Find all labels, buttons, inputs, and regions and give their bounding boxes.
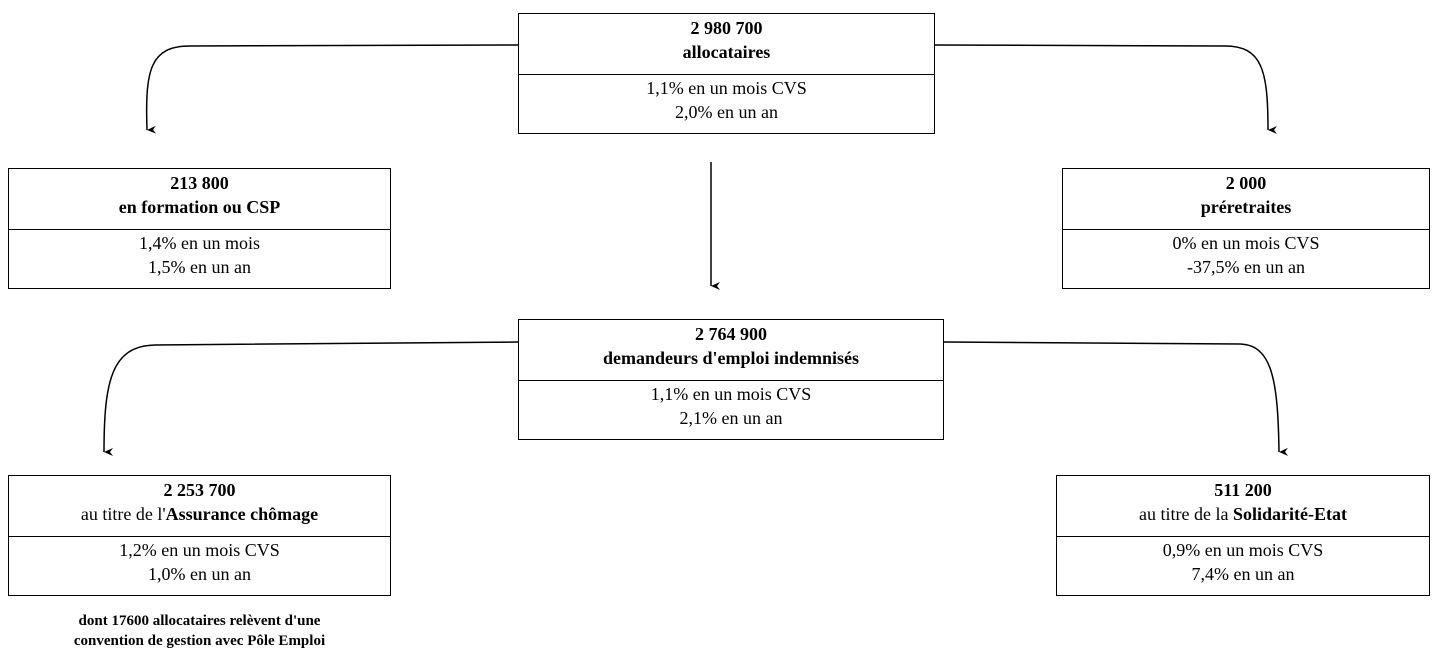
- assurance-label: au titre de l'Assurance chômage: [9, 502, 390, 526]
- allocataires-monthly-change: 1,1% en un mois CVS: [646, 78, 807, 98]
- box-assurance-header: 2 253 700 au titre de l'Assurance chômag…: [9, 476, 390, 537]
- indemnises-monthly-change: 1,1% en un mois CVS: [650, 384, 812, 404]
- allocataires-label: allocataires: [682, 42, 771, 62]
- indemnises-yearly-change: 2,1% en un an: [679, 408, 783, 428]
- arrow-top-to-preretraites: [934, 44, 1278, 134]
- preretraites-label: préretraites: [1200, 197, 1292, 217]
- box-solidarite-etat: 511 200 au titre de la Solidarité-Etat 0…: [1056, 475, 1430, 596]
- solidarite-label-prefix: au titre de la: [1139, 504, 1233, 524]
- formation-count: 213 800: [170, 173, 229, 193]
- arrow-indemnises-to-assurance: [103, 341, 519, 457]
- box-preretraites-stats: 0% en un mois CVS -37,5% en un an: [1063, 230, 1429, 279]
- preretraites-count: 2 000: [1225, 173, 1267, 193]
- assurance-footnote-line2: convention de gestion avec Pôle Emploi: [73, 633, 326, 649]
- box-formation-stats: 1,4% en un mois 1,5% en un an: [9, 230, 390, 279]
- box-solidarite-header: 511 200 au titre de la Solidarité-Etat: [1057, 476, 1429, 537]
- assurance-label-bold: Assurance chômage: [165, 504, 319, 524]
- assurance-count: 2 253 700: [163, 480, 236, 500]
- box-formation-header: 213 800 en formation ou CSP: [9, 169, 390, 230]
- box-assurance-stats: 1,2% en un mois CVS 1,0% en un an: [9, 537, 390, 586]
- solidarite-label-bold: Solidarité-Etat: [1232, 504, 1347, 524]
- box-allocataires-stats: 1,1% en un mois CVS 2,0% en un an: [519, 75, 934, 124]
- assurance-label-prefix: au titre de l': [80, 504, 166, 524]
- formation-yearly-change: 1,5% en un an: [148, 257, 251, 277]
- preretraites-monthly-change: 0% en un mois CVS: [1172, 233, 1320, 253]
- box-allocataires: 2 980 700 allocataires 1,1% en un mois C…: [518, 13, 935, 134]
- box-allocataires-header: 2 980 700 allocataires: [519, 14, 934, 75]
- allocataires-yearly-change: 2,0% en un an: [675, 102, 778, 122]
- box-indemnises: 2 764 900 demandeurs d'emploi indemnisés…: [518, 319, 944, 440]
- solidarite-yearly-change: 7,4% en un an: [1191, 564, 1295, 584]
- solidarite-monthly-change: 0,9% en un mois CVS: [1162, 540, 1324, 560]
- formation-label: en formation ou CSP: [118, 197, 281, 217]
- assurance-footnote-line1: dont 17600 allocataires relèvent d'une: [78, 613, 321, 629]
- arrow-indemnises-to-solidarite: [943, 341, 1289, 456]
- box-assurance-chomage: 2 253 700 au titre de l'Assurance chômag…: [8, 475, 391, 596]
- box-preretraites: 2 000 préretraites 0% en un mois CVS -37…: [1062, 168, 1430, 289]
- box-indemnises-stats: 1,1% en un mois CVS 2,1% en un an: [519, 381, 943, 430]
- assurance-monthly-change: 1,2% en un mois CVS: [119, 540, 280, 560]
- indemnises-label: demandeurs d'emploi indemnisés: [602, 348, 860, 368]
- allocataires-count: 2 980 700: [690, 18, 763, 38]
- solidarite-label: au titre de la Solidarité-Etat: [1057, 502, 1429, 526]
- solidarite-count: 511 200: [1214, 480, 1272, 500]
- arrow-top-to-formation: [145, 44, 519, 134]
- box-indemnises-header: 2 764 900 demandeurs d'emploi indemnisés: [519, 320, 943, 381]
- preretraites-yearly-change: -37,5% en un an: [1187, 257, 1305, 277]
- indemnises-count: 2 764 900: [695, 324, 767, 344]
- assurance-footnote: dont 17600 allocataires relèvent d'une c…: [8, 611, 391, 651]
- assurance-yearly-change: 1,0% en un an: [148, 564, 251, 584]
- formation-monthly-change: 1,4% en un mois: [139, 233, 260, 253]
- box-preretraites-header: 2 000 préretraites: [1063, 169, 1429, 230]
- box-solidarite-stats: 0,9% en un mois CVS 7,4% en un an: [1057, 537, 1429, 586]
- box-formation: 213 800 en formation ou CSP 1,4% en un m…: [8, 168, 391, 289]
